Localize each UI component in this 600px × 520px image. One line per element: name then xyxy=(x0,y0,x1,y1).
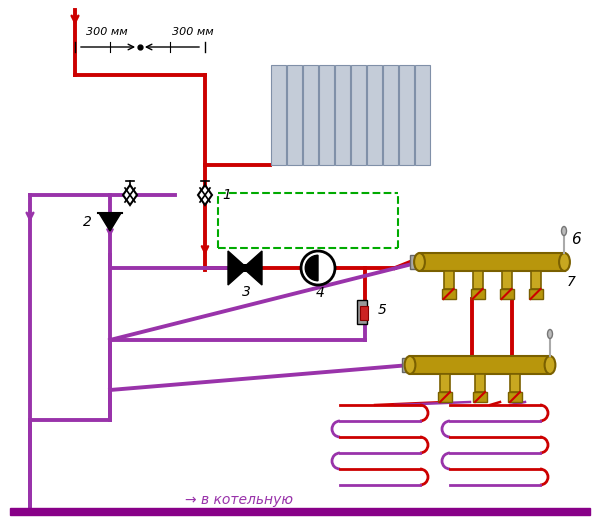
Text: 300 мм: 300 мм xyxy=(86,27,128,37)
Bar xyxy=(440,374,450,392)
Bar xyxy=(415,65,430,165)
Bar xyxy=(335,65,350,165)
Text: 300 мм: 300 мм xyxy=(172,27,214,37)
Bar xyxy=(302,65,317,165)
Text: 2: 2 xyxy=(83,215,92,229)
Bar xyxy=(319,65,334,165)
Bar xyxy=(530,271,541,289)
Text: 5: 5 xyxy=(378,303,387,317)
Bar xyxy=(470,289,485,299)
Bar xyxy=(410,255,422,269)
Wedge shape xyxy=(305,255,318,281)
Polygon shape xyxy=(123,185,137,205)
Ellipse shape xyxy=(545,356,556,374)
Ellipse shape xyxy=(548,330,553,339)
Bar xyxy=(271,65,286,165)
Bar xyxy=(473,392,487,402)
Bar xyxy=(360,306,368,320)
Ellipse shape xyxy=(404,356,415,374)
Bar xyxy=(475,374,485,392)
Polygon shape xyxy=(243,251,262,285)
Bar xyxy=(383,65,398,165)
Bar xyxy=(398,65,413,165)
Text: → в котельную: → в котельную xyxy=(185,493,293,507)
Polygon shape xyxy=(228,251,247,285)
Ellipse shape xyxy=(562,227,566,236)
Polygon shape xyxy=(99,213,121,231)
Text: 7: 7 xyxy=(567,275,576,289)
Bar xyxy=(10,508,590,515)
Bar xyxy=(367,65,382,165)
Text: 4: 4 xyxy=(316,286,325,300)
Bar xyxy=(357,300,367,324)
Bar xyxy=(510,374,520,392)
Bar xyxy=(500,289,514,299)
Ellipse shape xyxy=(559,253,570,271)
Bar xyxy=(419,253,565,271)
Ellipse shape xyxy=(414,253,425,271)
Polygon shape xyxy=(198,185,212,205)
Bar xyxy=(410,356,550,374)
Text: 1: 1 xyxy=(222,188,231,202)
Bar xyxy=(473,271,482,289)
Text: 3: 3 xyxy=(242,285,251,299)
Bar xyxy=(502,271,512,289)
Bar xyxy=(287,65,302,165)
Bar xyxy=(443,271,454,289)
Bar xyxy=(350,65,365,165)
Bar xyxy=(402,358,412,372)
Bar xyxy=(508,392,522,402)
Bar xyxy=(442,289,455,299)
Bar xyxy=(241,264,249,272)
Bar xyxy=(529,289,542,299)
Circle shape xyxy=(301,251,335,285)
Bar xyxy=(438,392,452,402)
Text: 6: 6 xyxy=(571,231,581,246)
